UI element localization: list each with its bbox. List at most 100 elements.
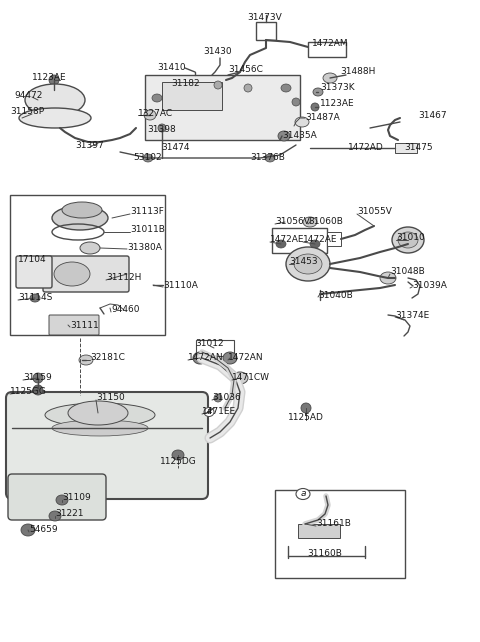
Ellipse shape bbox=[278, 131, 290, 141]
Ellipse shape bbox=[193, 352, 207, 364]
Text: 94460: 94460 bbox=[111, 306, 140, 315]
Text: 31109: 31109 bbox=[62, 494, 91, 503]
Text: 1472AD: 1472AD bbox=[348, 144, 384, 153]
Ellipse shape bbox=[152, 94, 162, 102]
Ellipse shape bbox=[45, 403, 155, 427]
Text: 1125DG: 1125DG bbox=[160, 458, 196, 467]
Ellipse shape bbox=[52, 206, 108, 230]
FancyBboxPatch shape bbox=[49, 315, 99, 335]
Ellipse shape bbox=[392, 227, 424, 253]
Text: 31430: 31430 bbox=[204, 48, 232, 56]
Text: 31456C: 31456C bbox=[228, 65, 263, 74]
Ellipse shape bbox=[244, 84, 252, 92]
Ellipse shape bbox=[398, 232, 418, 248]
Ellipse shape bbox=[144, 110, 156, 120]
Ellipse shape bbox=[19, 108, 91, 128]
Text: 31467: 31467 bbox=[418, 110, 446, 119]
Bar bbox=[275, 490, 405, 578]
Text: a: a bbox=[300, 489, 306, 498]
Ellipse shape bbox=[49, 75, 59, 85]
Text: 1472AN: 1472AN bbox=[188, 354, 224, 363]
Bar bbox=[308, 42, 346, 57]
Text: 1472AE: 1472AE bbox=[270, 236, 304, 245]
Text: 31159: 31159 bbox=[23, 374, 52, 383]
Ellipse shape bbox=[311, 103, 319, 111]
Ellipse shape bbox=[62, 202, 102, 218]
Text: 31010: 31010 bbox=[396, 234, 425, 243]
Text: a: a bbox=[207, 408, 211, 417]
Text: 31160B: 31160B bbox=[307, 550, 342, 559]
Ellipse shape bbox=[323, 73, 337, 83]
Ellipse shape bbox=[265, 154, 275, 162]
Ellipse shape bbox=[172, 450, 184, 460]
Ellipse shape bbox=[303, 217, 317, 227]
FancyBboxPatch shape bbox=[6, 392, 208, 499]
Text: 31012: 31012 bbox=[196, 340, 224, 349]
Text: 1125GG: 1125GG bbox=[10, 388, 47, 397]
Text: 31398: 31398 bbox=[148, 125, 176, 135]
Ellipse shape bbox=[292, 98, 300, 106]
Text: 31487A: 31487A bbox=[305, 114, 340, 123]
Text: 31039A: 31039A bbox=[412, 281, 447, 290]
Ellipse shape bbox=[80, 242, 100, 254]
Ellipse shape bbox=[52, 420, 148, 436]
Ellipse shape bbox=[281, 84, 291, 92]
Text: 31036: 31036 bbox=[212, 394, 241, 403]
Ellipse shape bbox=[33, 385, 43, 395]
Ellipse shape bbox=[295, 117, 309, 127]
Text: 31158P: 31158P bbox=[10, 107, 44, 116]
Text: 1327AC: 1327AC bbox=[138, 108, 173, 117]
Text: 31374E: 31374E bbox=[395, 311, 429, 320]
Bar bbox=[272, 228, 327, 253]
Ellipse shape bbox=[313, 88, 323, 96]
Text: 31474: 31474 bbox=[162, 144, 190, 153]
FancyBboxPatch shape bbox=[43, 256, 129, 292]
FancyBboxPatch shape bbox=[8, 474, 106, 520]
Text: 32181C: 32181C bbox=[90, 354, 125, 363]
Text: 53102: 53102 bbox=[134, 153, 162, 162]
Text: 31056V: 31056V bbox=[275, 218, 310, 227]
Bar bbox=[196, 340, 234, 356]
Text: 54659: 54659 bbox=[29, 526, 58, 535]
Text: 94472: 94472 bbox=[14, 91, 42, 100]
Text: 31150: 31150 bbox=[96, 394, 125, 403]
Text: 1471EE: 1471EE bbox=[202, 408, 236, 417]
Ellipse shape bbox=[79, 355, 93, 365]
Ellipse shape bbox=[143, 154, 153, 162]
Ellipse shape bbox=[68, 401, 128, 425]
Ellipse shape bbox=[54, 262, 90, 286]
Text: 31011B: 31011B bbox=[130, 225, 165, 234]
Ellipse shape bbox=[301, 403, 311, 413]
Ellipse shape bbox=[294, 254, 322, 274]
Text: 31397: 31397 bbox=[76, 141, 104, 150]
Bar bbox=[256, 22, 276, 40]
Text: 1472AN: 1472AN bbox=[228, 354, 264, 363]
Ellipse shape bbox=[214, 394, 222, 402]
Text: 31114S: 31114S bbox=[18, 293, 52, 302]
Text: 1125AD: 1125AD bbox=[288, 413, 324, 422]
Text: 1471CW: 1471CW bbox=[232, 374, 270, 383]
Bar bbox=[162, 82, 222, 110]
Text: 31161B: 31161B bbox=[316, 519, 351, 528]
Text: 31488H: 31488H bbox=[340, 67, 375, 76]
Ellipse shape bbox=[33, 373, 43, 383]
Text: 1472AM: 1472AM bbox=[312, 40, 348, 49]
Ellipse shape bbox=[310, 240, 320, 248]
Bar bbox=[327, 232, 341, 246]
Ellipse shape bbox=[56, 495, 68, 505]
Ellipse shape bbox=[380, 272, 396, 284]
Text: 31048B: 31048B bbox=[390, 268, 425, 277]
Ellipse shape bbox=[286, 247, 330, 281]
Text: 31221: 31221 bbox=[55, 510, 84, 519]
Text: 1123AE: 1123AE bbox=[320, 98, 355, 107]
Text: 31435A: 31435A bbox=[282, 130, 317, 139]
Ellipse shape bbox=[158, 124, 166, 132]
Ellipse shape bbox=[296, 489, 310, 499]
Ellipse shape bbox=[276, 240, 286, 248]
Ellipse shape bbox=[232, 372, 248, 384]
Text: 17104: 17104 bbox=[18, 256, 47, 265]
FancyBboxPatch shape bbox=[16, 256, 52, 288]
Text: 31453: 31453 bbox=[289, 257, 318, 266]
Text: 31055V: 31055V bbox=[357, 207, 392, 216]
Bar bbox=[298, 524, 340, 538]
